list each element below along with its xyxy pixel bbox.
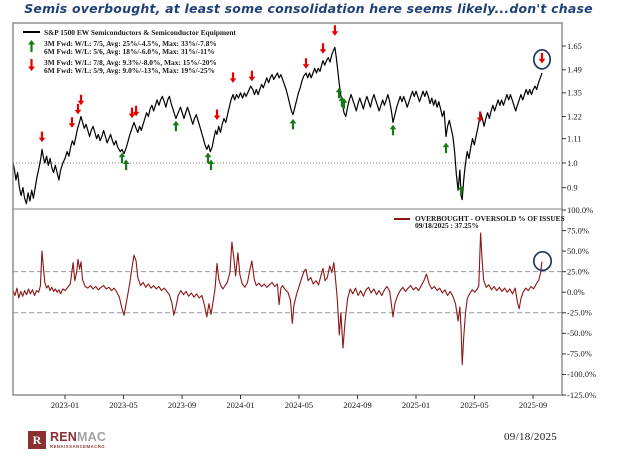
y-tick-label-top: 1.65 — [567, 41, 582, 51]
legend-row-buy: 3M Fwd: W/L: 7/5, Avg: 25%/-4.5%, Max: 3… — [19, 40, 236, 55]
sell-stats-3m: 3M Fwd: W/L: 7/8, Avg: 9.3%/-8.0%, Max: … — [44, 58, 217, 68]
sell-signal-arrow — [319, 43, 327, 54]
bottom-chart-legend: OVERBOUGHT - OVERSOLD % OF ISSUES 09/18/… — [394, 215, 565, 230]
buy-signal-arrow — [122, 159, 130, 170]
y-tick-label-bottom: 0.0% — [567, 287, 585, 297]
y-tick-label-top: 1.11 — [567, 133, 582, 143]
x-tick-label: 2024-05 — [285, 400, 313, 410]
sell-signal-arrow — [132, 105, 140, 117]
y-tick-label-top: 1.35 — [567, 88, 582, 98]
x-tick-label: 2024-01 — [226, 400, 254, 410]
buy-stats-6m: 6M Fwd: W/L: 5/6, Avg: 18%/-6.0%, Max: 3… — [44, 46, 215, 56]
buy-signal-arrow — [340, 98, 348, 109]
y-tick-label-bottom: -125.0% — [567, 390, 596, 400]
y-tick-label-top: 1.49 — [567, 65, 582, 75]
current-sell-signal-arrow — [538, 52, 546, 64]
sell-signal-arrow — [331, 25, 339, 36]
price-line-swatch — [19, 29, 44, 33]
indicator-label: OVERBOUGHT - OVERSOLD % OF ISSUES — [415, 214, 565, 223]
renmac-logo-mark: R — [28, 431, 46, 449]
buy-signal-arrow — [289, 118, 297, 130]
indicator-line-swatch — [394, 218, 410, 220]
current-signal-circle-top — [532, 49, 552, 70]
x-tick-label: 2023-05 — [109, 400, 137, 410]
y-tick-label-top: 0.9 — [567, 182, 578, 192]
y-tick-label-bottom: -100.0% — [567, 369, 596, 379]
annotation-title: Semis overbought, at least some consolid… — [24, 1, 593, 16]
buy-arrow-icon — [19, 40, 44, 53]
logo-text-mac: MAC — [77, 430, 107, 444]
current-signal-circle-bottom — [532, 250, 553, 272]
top-chart-legend: S&P 1500 EW Semiconductors & Semiconduct… — [19, 29, 236, 78]
sell-signal-arrow — [248, 70, 256, 82]
y-tick-label-bottom: 25.0% — [567, 266, 589, 276]
legend-row-price: S&P 1500 EW Semiconductors & Semiconduct… — [19, 29, 236, 36]
price-series-label: S&P 1500 EW Semiconductors & Semiconduct… — [44, 28, 236, 37]
buy-signal-arrow — [457, 185, 465, 196]
report-date: 09/18/2025 — [504, 431, 558, 443]
sell-signal-arrow — [229, 72, 237, 83]
renmac-logo: R RENMAC RENAISSANCEMACRO — [28, 431, 106, 449]
sell-signal-arrow — [128, 107, 136, 119]
y-tick-label-top: 1.22 — [567, 111, 582, 121]
x-tick-label: 2023-09 — [168, 400, 196, 410]
sell-signal-arrow — [77, 94, 85, 106]
breadth-indicator-line — [12, 232, 543, 366]
sell-signal-arrow — [74, 103, 82, 115]
sell-signal-arrow — [38, 131, 46, 143]
buy-signal-arrow — [204, 152, 212, 164]
logo-text-ren: REN — [50, 430, 77, 444]
sell-signal-arrow — [68, 117, 76, 128]
buy-signal-arrow — [335, 87, 343, 99]
legend-row-sell: 3M Fwd: W/L: 7/8, Avg: 9.3%/-8.0%, Max: … — [19, 59, 236, 74]
buy-signal-arrow — [118, 152, 126, 164]
y-tick-label-bottom: 75.0% — [567, 225, 589, 235]
y-tick-label-top: 1.0 — [567, 158, 578, 168]
buy-signal-arrow — [389, 124, 397, 136]
buy-signal-arrow — [442, 142, 450, 154]
buy-stats-3m: 3M Fwd: W/L: 7/5, Avg: 25%/-4.5%, Max: 3… — [44, 39, 217, 49]
sell-arrow-icon — [19, 59, 44, 72]
x-tick-label: 2025-05 — [460, 400, 488, 410]
x-tick-label: 2025-09 — [519, 400, 547, 410]
y-tick-label-bottom: 100.0% — [567, 205, 593, 215]
sell-signal-arrow — [302, 58, 310, 69]
x-tick-label: 2023-01 — [51, 400, 79, 410]
y-tick-label-bottom: 50.0% — [567, 246, 589, 256]
y-tick-label-bottom: -25.0% — [567, 308, 592, 318]
sell-signal-arrow — [476, 111, 484, 122]
x-tick-label: 2025-01 — [402, 400, 430, 410]
x-tick-label: 2024-09 — [343, 400, 371, 410]
y-tick-label-bottom: -75.0% — [567, 349, 592, 359]
sell-stats-6m: 6M Fwd: W/L: 5/9, Avg: 9.0%/-13%, Max: 1… — [44, 65, 215, 75]
price-line — [12, 46, 543, 205]
y-tick-label-bottom: -50.0% — [567, 328, 592, 338]
buy-signal-arrow — [207, 159, 215, 170]
indicator-latest-value: 09/18/2025 : 37.25% — [415, 221, 479, 231]
logo-subtext: RENAISSANCEMACRO — [50, 444, 106, 449]
buy-signal-arrow — [172, 120, 180, 132]
sell-signal-arrow — [213, 109, 221, 120]
